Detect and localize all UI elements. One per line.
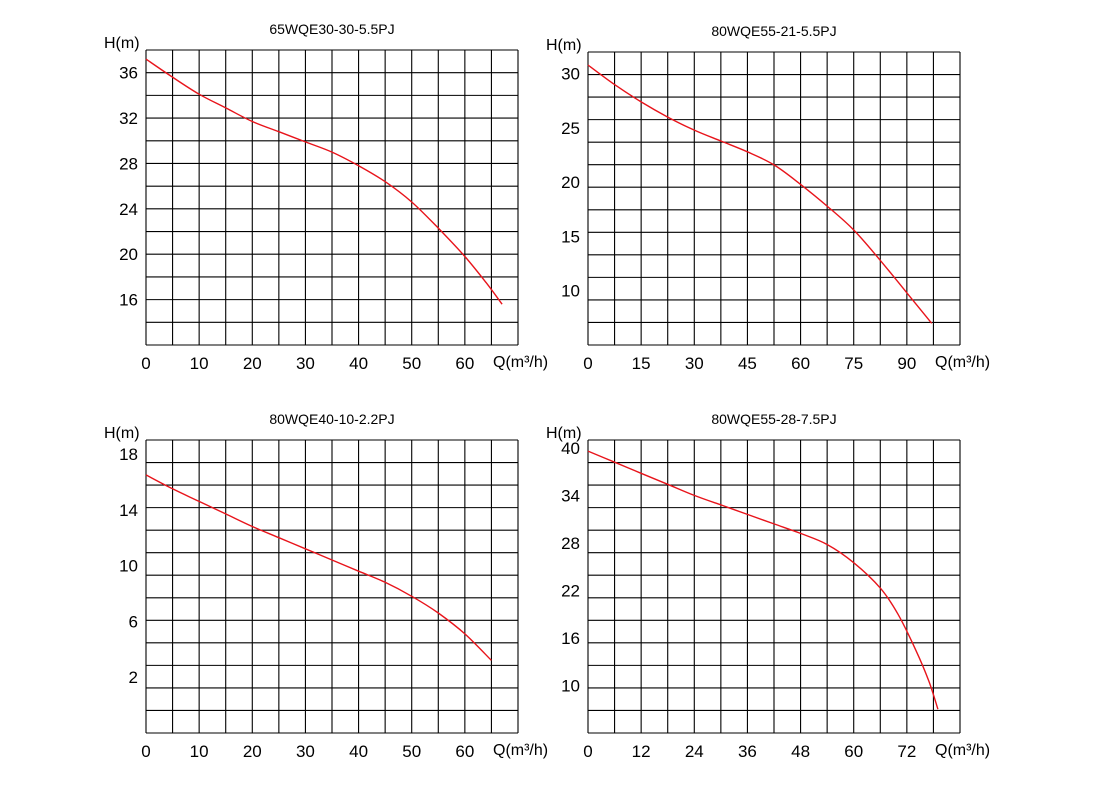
y-tick-label: 16: [119, 291, 138, 310]
x-tick-label: 50: [402, 354, 421, 373]
x-tick-label: 0: [583, 742, 592, 761]
y-tick-label: 28: [119, 154, 138, 173]
x-tick-label: 48: [791, 742, 810, 761]
x-tick-label: 10: [190, 354, 209, 373]
y-tick-label: 25: [561, 119, 580, 138]
x-tick-label: 45: [738, 354, 757, 373]
y-tick-label: 34: [561, 486, 580, 505]
x-tick-label: 60: [455, 742, 474, 761]
y-axis-label: H(m): [104, 35, 140, 52]
chart-title: 80WQE55-21-5.5PJ: [711, 23, 836, 39]
performance-curve: [587, 64, 933, 324]
x-axis-label: Q(m³/h): [493, 354, 548, 371]
x-axis-label: Q(m³/h): [935, 742, 990, 759]
x-axis-label: Q(m³/h): [935, 354, 990, 371]
chart-grid: [145, 439, 519, 734]
y-tick-label: 15: [561, 227, 580, 246]
y-tick-label: 16: [561, 629, 580, 648]
x-tick-label: 0: [141, 742, 150, 761]
y-tick-label: 6: [129, 612, 138, 631]
chart-2: 80WQE55-21-5.5PJ H(m) Q(m³/h) 0 15 30 45 60 75 90…: [546, 23, 990, 373]
y-tick-label: 20: [561, 173, 580, 192]
performance-curve: [587, 450, 939, 710]
y-tick-label: 2: [129, 668, 138, 687]
x-tick-label: 15: [632, 354, 651, 373]
chart-title: 65WQE30-30-5.5PJ: [269, 21, 394, 37]
x-tick-label: 60: [455, 354, 474, 373]
chart-grid: [145, 49, 519, 346]
y-tick-label: 14: [119, 501, 138, 520]
y-tick-label: 30: [561, 65, 580, 84]
x-tick-label: 20: [243, 354, 262, 373]
chart-title: 80WQE40-10-2.2PJ: [269, 411, 394, 427]
y-tick-label: 32: [119, 109, 138, 128]
y-tick-label: 40: [561, 439, 580, 458]
x-tick-label: 36: [738, 742, 757, 761]
performance-curve: [145, 58, 503, 305]
x-tick-label: 24: [685, 742, 704, 761]
y-tick-label: 22: [561, 581, 580, 600]
x-tick-label: 30: [296, 354, 315, 373]
x-tick-label: 12: [632, 742, 651, 761]
chart-1: 65WQE30-30-5.5PJ H(m) Q(m³/h) 0 10 20 30 40 50 60…: [104, 21, 548, 373]
y-axis-label: H(m): [546, 37, 582, 54]
x-tick-label: 0: [141, 354, 150, 373]
x-tick-label: 40: [349, 742, 368, 761]
x-tick-label: 60: [791, 354, 810, 373]
y-axis-label: H(m): [104, 425, 140, 442]
chart-3: 80WQE40-10-2.2PJ H(m) Q(m³/h) 0 10 20 30 40 50 60…: [104, 411, 548, 761]
x-tick-label: 75: [844, 354, 863, 373]
y-tick-label: 10: [561, 282, 580, 301]
y-tick-label: 36: [119, 64, 138, 83]
x-tick-label: 30: [685, 354, 704, 373]
chart-grid: [587, 51, 961, 346]
x-tick-label: 30: [296, 742, 315, 761]
x-tick-label: 10: [190, 742, 209, 761]
y-tick-label: 28: [561, 534, 580, 553]
y-tick-label: 24: [119, 200, 138, 219]
y-tick-label: 18: [119, 445, 138, 464]
x-tick-label: 40: [349, 354, 368, 373]
performance-curve: [145, 474, 492, 661]
x-tick-label: 50: [402, 742, 421, 761]
y-axis-label: H(m): [546, 425, 582, 442]
x-axis-label: Q(m³/h): [493, 742, 548, 759]
x-tick-label: 60: [844, 742, 863, 761]
chart-4: 80WQE55-28-7.5PJ H(m) Q(m³/h) 0 12 24 36 48 60 72…: [546, 411, 990, 761]
x-tick-label: 0: [583, 354, 592, 373]
y-tick-label: 20: [119, 245, 138, 264]
x-tick-label: 72: [897, 742, 916, 761]
chart-title: 80WQE55-28-7.5PJ: [711, 411, 836, 427]
x-tick-label: 20: [243, 742, 262, 761]
chart-grid: [587, 439, 961, 734]
y-tick-label: 10: [119, 557, 138, 576]
y-tick-label: 10: [561, 676, 580, 695]
x-tick-label: 90: [897, 354, 916, 373]
